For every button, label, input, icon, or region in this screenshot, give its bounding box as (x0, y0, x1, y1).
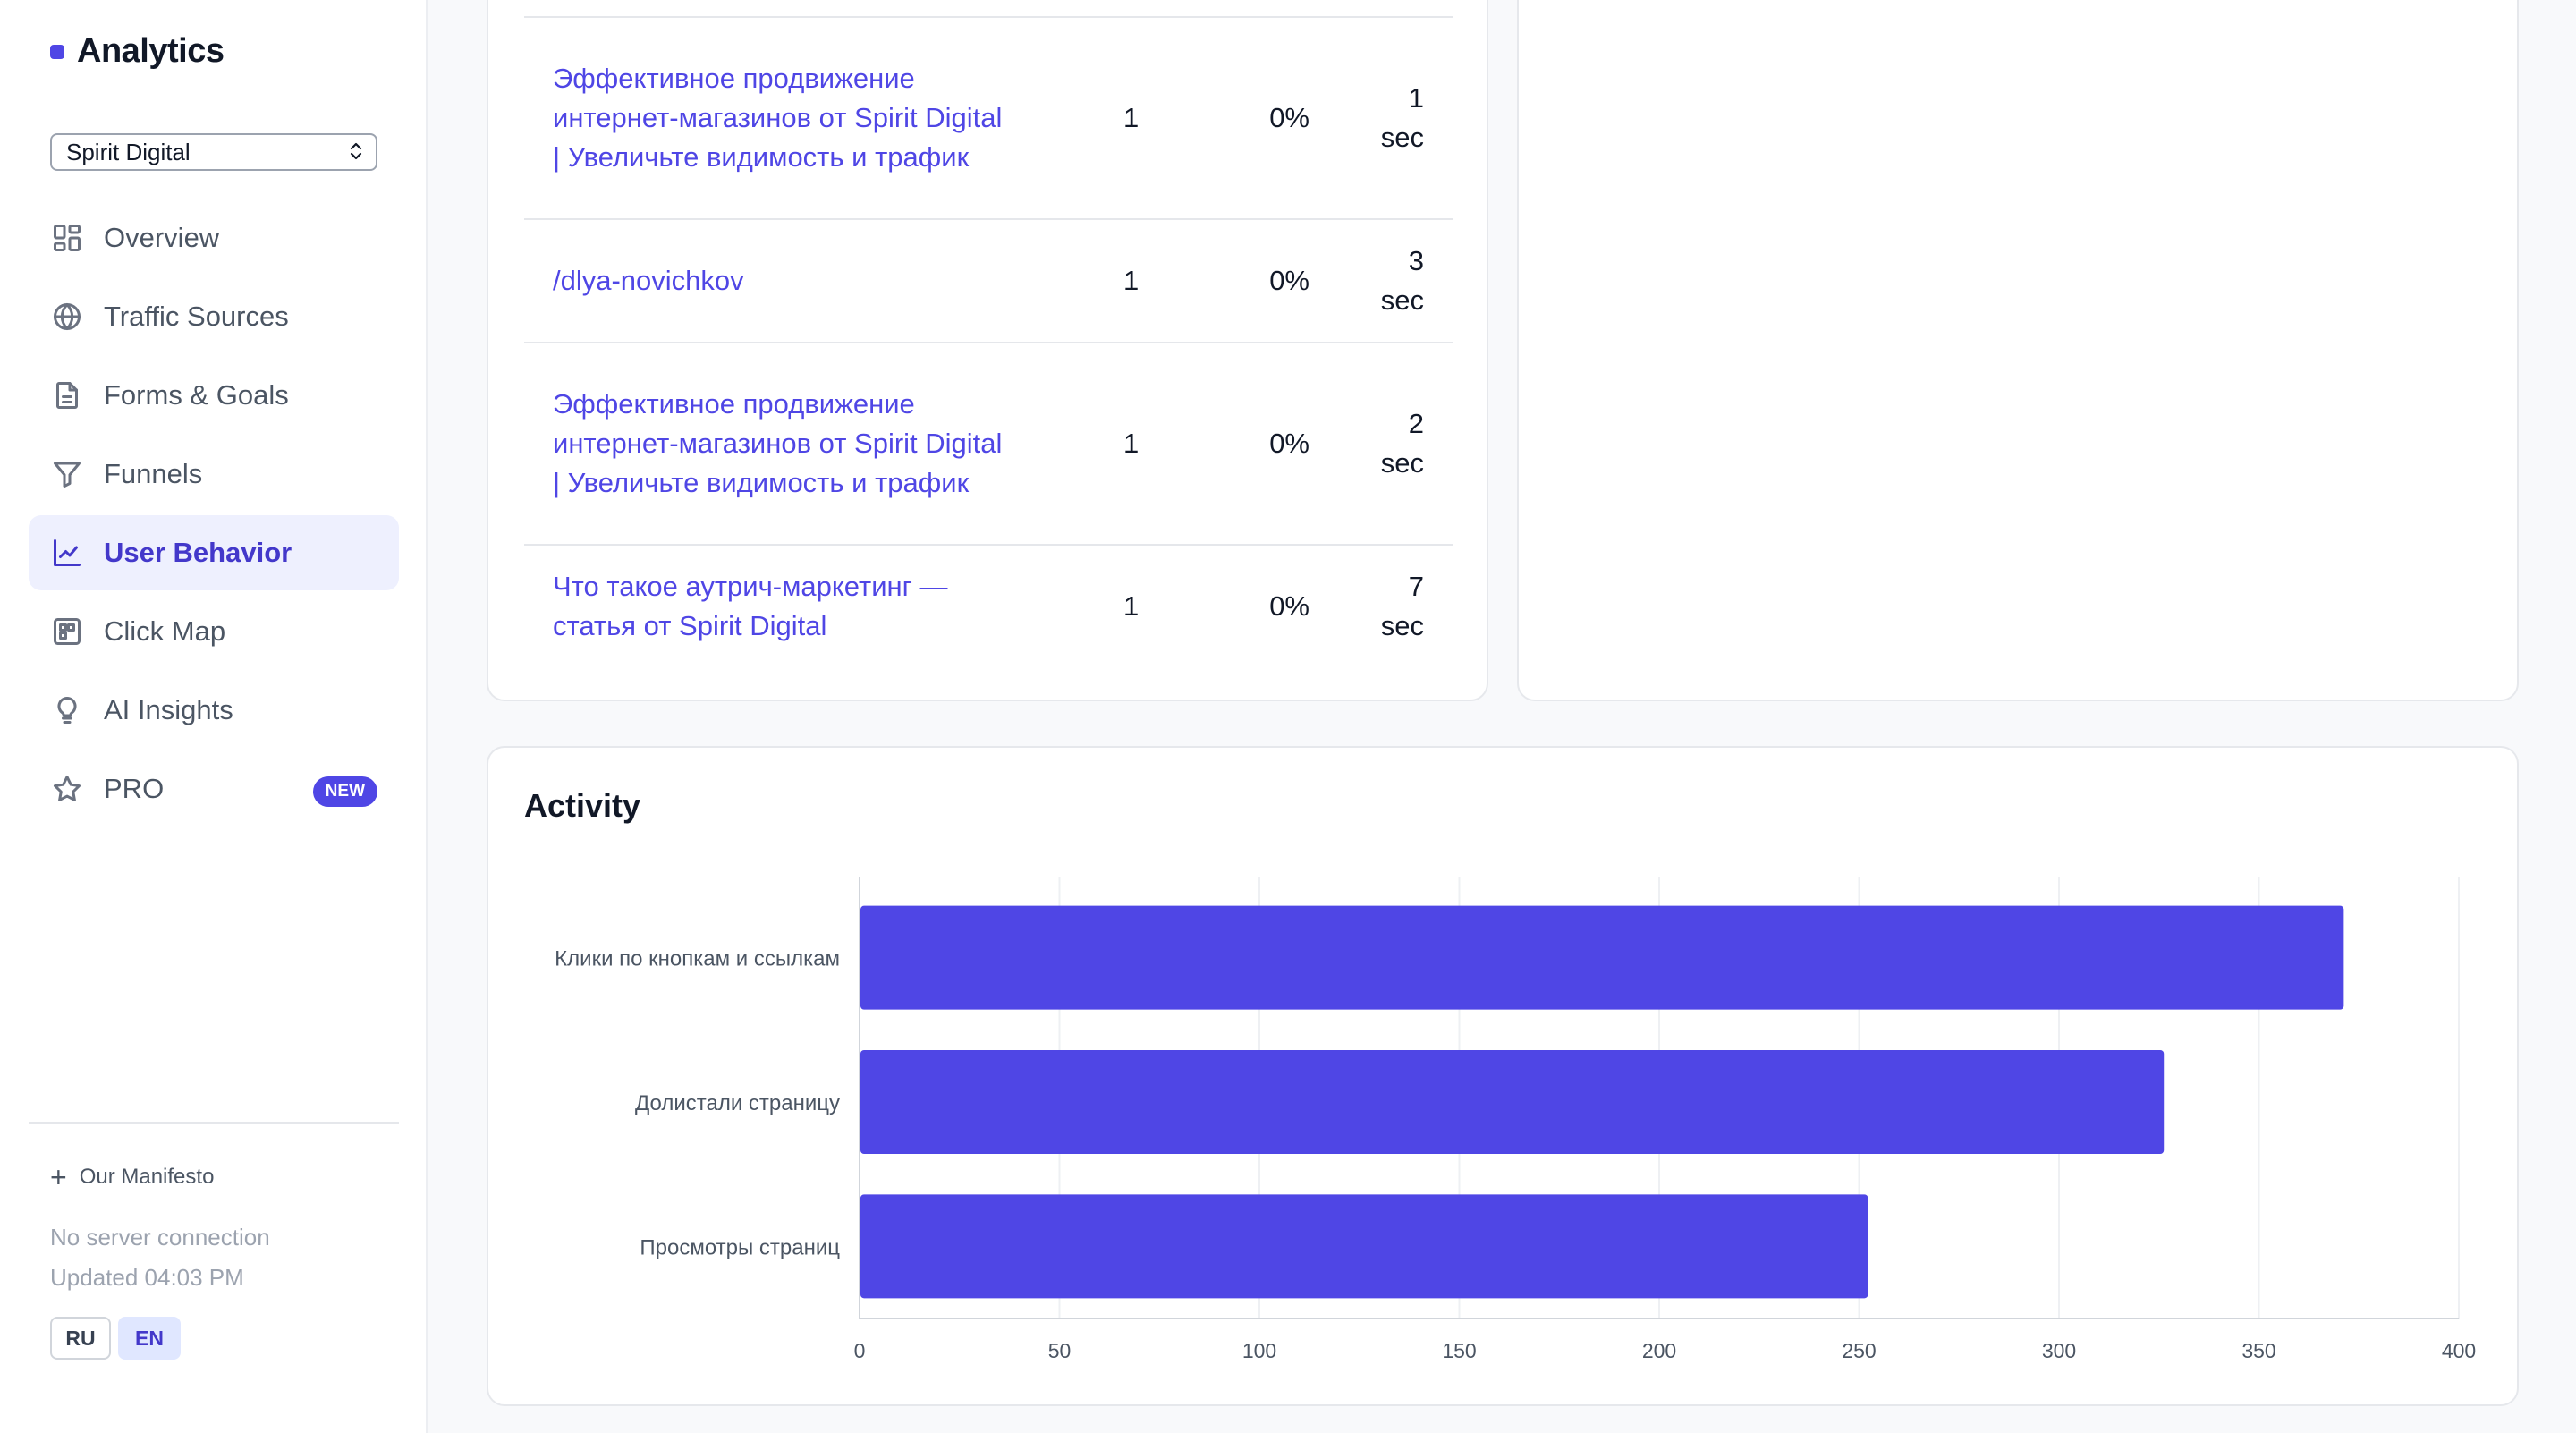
x-tick-label: 50 (1048, 1339, 1072, 1362)
x-tick-label: 400 (2442, 1339, 2476, 1362)
visits-value: 1 (1123, 428, 1140, 459)
grid-icon (50, 221, 84, 255)
time-value: 7 sec (1361, 567, 1424, 646)
sidebar-item-label: User Behavior (104, 537, 292, 568)
document-icon (50, 378, 84, 412)
time-number: 7 (1408, 571, 1424, 602)
time-value: 1 sec (1361, 79, 1424, 157)
globe-icon (50, 300, 84, 334)
time-unit: sec (1380, 610, 1424, 641)
visits-value: 1 (1123, 265, 1140, 296)
page-link[interactable]: Что такое аутрич-маркетинг — статья от S… (553, 571, 948, 641)
visits-value: 1 (1123, 590, 1140, 622)
bounce-value: 0% (1269, 265, 1309, 296)
brand[interactable]: Analytics (50, 32, 225, 71)
activity-title: Activity (524, 787, 641, 824)
sidebar-item-click-map[interactable]: Click Map (29, 594, 399, 669)
table-row: /dlya-novichkov 1 0% 3 sec (524, 218, 1453, 342)
sidebar-item-ai-insights[interactable]: AI Insights (29, 673, 399, 748)
x-tick-label: 0 (854, 1339, 866, 1362)
page-link[interactable]: Эффективное продвижение интернет-магазин… (553, 63, 1003, 173)
sidebar-item-label: Traffic Sources (104, 301, 289, 332)
star-icon (50, 772, 84, 806)
sidebar-item-label: Overview (104, 222, 220, 253)
time-unit: sec (1380, 284, 1424, 316)
sidebar-item-label: Funnels (104, 458, 203, 489)
sidebar-item-label: AI Insights (104, 694, 233, 725)
x-tick-label: 300 (2042, 1339, 2076, 1362)
manifesto-link[interactable]: + Our Manifesto (50, 1163, 214, 1191)
project-select-value: Spirit Digital (66, 138, 191, 165)
bounce-value: 0% (1269, 102, 1309, 133)
sidebar-item-pro[interactable]: PRO NEW (29, 751, 399, 827)
table-row: Эффективное продвижение интернет-магазин… (524, 342, 1453, 544)
x-tick-label: 250 (1842, 1339, 1876, 1362)
time-number: 2 (1408, 408, 1424, 439)
y-category-label: Просмотры страниц (640, 1235, 840, 1259)
time-unit: sec (1380, 122, 1424, 153)
new-badge: NEW (312, 776, 377, 807)
manifesto-label: Our Manifesto (79, 1165, 215, 1189)
plus-icon: + (50, 1161, 67, 1193)
activity-card: Activity 0 50 100 150 200 250 300 350 400 Клики п… (487, 746, 2519, 1406)
x-tick-label: 150 (1442, 1339, 1476, 1362)
sidebar-item-traffic-sources[interactable]: Traffic Sources (29, 279, 399, 354)
y-category-label: Клики по кнопкам и ссылкам (555, 947, 840, 971)
x-tick-label: 350 (2241, 1339, 2275, 1362)
bar (860, 1194, 1868, 1299)
time-value: 2 sec (1361, 404, 1424, 483)
sidebar-item-funnels[interactable]: Funnels (29, 437, 399, 512)
x-tick-label: 100 (1242, 1339, 1276, 1362)
table-row: Эффективное продвижение интернет-магазин… (524, 16, 1453, 218)
connection-status: No server connection (50, 1224, 270, 1251)
sidebar-item-overview[interactable]: Overview (29, 200, 399, 276)
language-en-button[interactable]: EN (118, 1317, 181, 1360)
sidebar-item-user-behavior[interactable]: User Behavior (29, 515, 399, 590)
updown-chevron-icon (349, 140, 363, 165)
updated-timestamp: Updated 04:03 PM (50, 1264, 244, 1291)
time-unit: sec (1380, 447, 1424, 479)
bar (860, 1050, 2165, 1154)
time-number: 1 (1408, 82, 1424, 114)
brand-logo-icon (50, 44, 64, 59)
project-select[interactable]: Spirit Digital (50, 133, 377, 171)
empty-panel-card (1517, 0, 2519, 701)
y-category-label: Долистали страницу (635, 1091, 840, 1115)
sidebar-item-forms-goals[interactable]: Forms & Goals (29, 358, 399, 433)
sidebar-divider (29, 1122, 399, 1124)
time-number: 3 (1408, 245, 1424, 276)
sidebar-item-label: Forms & Goals (104, 379, 289, 411)
funnel-icon (50, 457, 84, 491)
click-map-icon (50, 615, 84, 649)
x-tick-label: 200 (1642, 1339, 1676, 1362)
bar (860, 905, 2344, 1010)
table-row: Что такое аутрич-маркетинг — статья от S… (524, 544, 1453, 667)
bounce-value: 0% (1269, 590, 1309, 622)
bounce-value: 0% (1269, 428, 1309, 459)
page-link[interactable]: Эффективное продвижение интернет-магазин… (553, 388, 1003, 498)
sidebar-nav: Overview Traffic Sources Forms & Goals F… (29, 200, 399, 830)
sidebar-item-label: Click Map (104, 615, 226, 647)
sidebar-item-label: PRO (104, 773, 165, 804)
brand-name: Analytics (77, 32, 225, 70)
sidebar: Analytics Spirit Digital Overview Traffi… (0, 0, 428, 1433)
activity-bar-chart: 0 50 100 150 200 250 300 350 400 Клики по кнопкам… (555, 877, 2476, 1362)
pages-table-card: Эффективное продвижение интернет-магазин… (487, 0, 1488, 701)
time-value: 3 sec (1361, 242, 1424, 320)
visits-value: 1 (1123, 102, 1140, 133)
line-chart-icon (50, 536, 84, 570)
language-ru-button[interactable]: RU (50, 1317, 111, 1360)
pages-table: Эффективное продвижение интернет-магазин… (524, 16, 1453, 667)
page-link[interactable]: /dlya-novichkov (553, 265, 744, 296)
lightbulb-icon (50, 693, 84, 727)
